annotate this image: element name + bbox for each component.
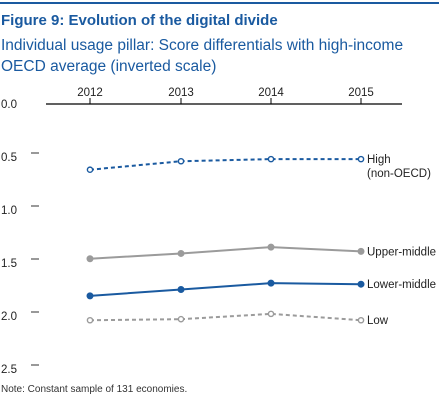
data-point	[267, 279, 275, 287]
data-point	[86, 255, 94, 263]
figure-subtitle: Individual usage pillar: Score different…	[1, 37, 404, 75]
data-point	[86, 166, 94, 174]
series-label: High (non-OECD)	[367, 154, 431, 180]
figure-title: Figure 9: Evolution of the digital divid…	[1, 12, 278, 29]
y-tick-label: 1.0	[1, 205, 17, 217]
data-point	[357, 280, 365, 288]
footnote: Note: Constant sample of 131 economies.	[1, 384, 188, 395]
data-point	[357, 316, 365, 324]
series-label: Lower-middle	[367, 279, 436, 291]
data-point	[177, 157, 185, 165]
series-line	[89, 282, 362, 297]
y-tick-label: 1.5	[1, 258, 17, 270]
y-tick-label: 0.0	[1, 99, 17, 111]
top-rule	[0, 2, 439, 4]
x-tick-label: 2012	[77, 87, 103, 99]
series-label: Low	[367, 315, 389, 327]
x-tick-label: 2015	[348, 87, 374, 99]
x-tick-label: 2014	[258, 87, 284, 99]
y-tick-label: 2.0	[1, 311, 17, 323]
series-label: Upper-middle	[367, 246, 436, 258]
series-line	[89, 158, 361, 171]
data-point	[357, 155, 365, 163]
series-line	[89, 246, 362, 260]
data-point	[86, 292, 94, 300]
series-line	[89, 312, 362, 322]
data-point	[177, 249, 185, 257]
data-point	[267, 155, 275, 163]
x-tick-label: 2013	[168, 87, 194, 99]
data-point	[86, 316, 94, 324]
data-point	[357, 247, 365, 255]
data-point	[267, 310, 275, 318]
y-tick-label: 2.5	[1, 364, 17, 376]
data-point	[267, 243, 275, 251]
data-point	[177, 315, 185, 323]
y-tick-label: 0.5	[1, 152, 17, 164]
data-point	[177, 286, 185, 293]
